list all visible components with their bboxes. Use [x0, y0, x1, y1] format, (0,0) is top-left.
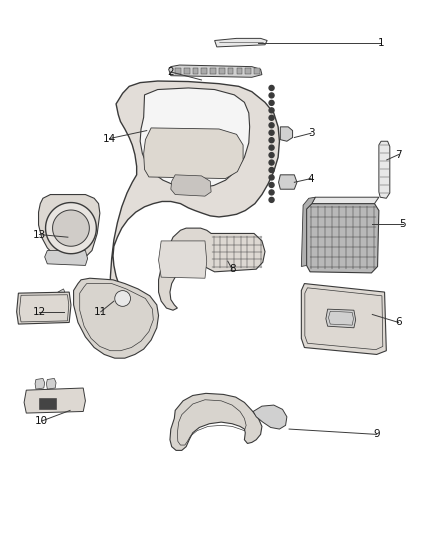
- Text: 13: 13: [33, 230, 46, 239]
- Polygon shape: [45, 251, 88, 265]
- Circle shape: [269, 130, 274, 135]
- Polygon shape: [254, 68, 260, 74]
- Circle shape: [269, 115, 274, 120]
- Polygon shape: [237, 68, 242, 74]
- Polygon shape: [215, 38, 267, 47]
- Polygon shape: [326, 309, 356, 328]
- Circle shape: [269, 100, 274, 106]
- Text: 4: 4: [307, 174, 314, 183]
- Polygon shape: [46, 203, 96, 254]
- Polygon shape: [140, 88, 250, 188]
- Circle shape: [269, 160, 274, 165]
- Polygon shape: [169, 65, 262, 77]
- Polygon shape: [24, 388, 85, 413]
- Circle shape: [269, 190, 274, 195]
- Circle shape: [115, 290, 131, 306]
- Polygon shape: [379, 141, 390, 198]
- Circle shape: [269, 152, 274, 158]
- Circle shape: [269, 93, 274, 98]
- Polygon shape: [312, 197, 379, 204]
- Polygon shape: [210, 68, 216, 74]
- Text: 5: 5: [399, 219, 406, 229]
- Polygon shape: [159, 241, 207, 278]
- Polygon shape: [110, 81, 279, 306]
- Text: 12: 12: [33, 307, 46, 317]
- Circle shape: [269, 108, 274, 113]
- Text: 14: 14: [103, 134, 116, 143]
- Polygon shape: [280, 127, 293, 141]
- Polygon shape: [301, 284, 386, 354]
- Text: 3: 3: [307, 128, 314, 138]
- Polygon shape: [171, 175, 211, 196]
- Polygon shape: [39, 195, 100, 262]
- Polygon shape: [175, 68, 181, 74]
- Text: 6: 6: [395, 318, 402, 327]
- Polygon shape: [144, 128, 243, 179]
- Text: 2: 2: [167, 67, 174, 77]
- Polygon shape: [228, 68, 233, 74]
- Text: 8: 8: [229, 264, 236, 274]
- Polygon shape: [193, 68, 198, 74]
- Bar: [39, 398, 56, 409]
- Circle shape: [269, 167, 274, 173]
- Circle shape: [269, 138, 274, 143]
- Polygon shape: [219, 68, 225, 74]
- Polygon shape: [17, 292, 71, 324]
- Text: 10: 10: [35, 416, 48, 426]
- Polygon shape: [307, 204, 379, 273]
- Polygon shape: [170, 393, 262, 450]
- Text: 7: 7: [395, 150, 402, 159]
- Polygon shape: [245, 68, 251, 74]
- Circle shape: [269, 197, 274, 203]
- Circle shape: [269, 145, 274, 150]
- Text: 1: 1: [378, 38, 385, 47]
- Circle shape: [269, 175, 274, 180]
- Polygon shape: [159, 228, 265, 310]
- Circle shape: [269, 182, 274, 188]
- Circle shape: [269, 123, 274, 128]
- Polygon shape: [58, 289, 65, 292]
- Polygon shape: [253, 405, 287, 429]
- Polygon shape: [74, 278, 159, 358]
- Polygon shape: [46, 378, 56, 389]
- Circle shape: [269, 85, 274, 91]
- Text: 9: 9: [373, 430, 380, 439]
- Polygon shape: [184, 68, 190, 74]
- Polygon shape: [53, 210, 89, 246]
- Polygon shape: [201, 68, 207, 74]
- Text: 11: 11: [94, 307, 107, 317]
- Polygon shape: [35, 378, 45, 389]
- Polygon shape: [279, 175, 297, 189]
- Polygon shape: [301, 197, 315, 266]
